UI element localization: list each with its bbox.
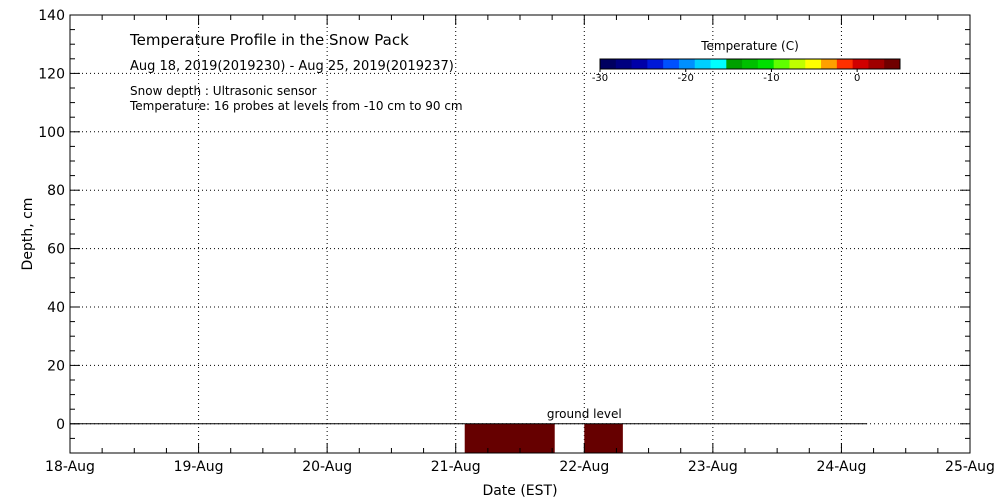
colorbar-cell [710, 59, 727, 69]
colorbar-cell [789, 59, 806, 69]
x-tick-label: 24-Aug [816, 459, 866, 475]
data-layer [464, 423, 623, 453]
colorbar-cell [852, 59, 869, 69]
colorbar-cell [663, 59, 680, 69]
colorbar-cell [615, 59, 633, 69]
colorbar-cell [868, 59, 885, 69]
colorbar-cell [631, 59, 648, 69]
colorbar-cell [884, 59, 901, 69]
x-tick-label: 22-Aug [559, 459, 609, 475]
colorbar-border [599, 58, 901, 70]
colorbar-cell [836, 59, 854, 69]
colorbar-cell [678, 59, 696, 69]
note-snow-depth: Snow depth : Ultrasonic sensor [130, 84, 317, 98]
colorbar-title: Temperature (C) [700, 39, 799, 53]
colorbar-cell [726, 59, 743, 69]
colorbar-cell [694, 59, 712, 69]
y-tick-label: 60 [47, 242, 65, 258]
y-tick-label: 40 [47, 300, 65, 316]
x-axis-title: Date (EST) [482, 483, 557, 499]
y-tick-label: 0 [56, 417, 65, 433]
chart-subtitle: Aug 18, 2019(2019230) - Aug 25, 2019(201… [130, 59, 454, 74]
x-tick-label: 21-Aug [431, 459, 481, 475]
colorbar-tick-label: -30 [592, 73, 608, 84]
grid-layer [70, 15, 970, 453]
colorbar-cell [600, 59, 617, 69]
y-tick-label: 20 [47, 358, 65, 374]
x-tick-label: 25-Aug [945, 459, 995, 475]
chart-title: Temperature Profile in the Snow Pack [129, 31, 409, 49]
temperature-block [464, 423, 555, 453]
colorbar-cells [599, 58, 901, 70]
colorbar-tick-label: -10 [763, 73, 779, 84]
y-axis-title: Depth, cm [20, 198, 36, 271]
y-tick-label: 80 [47, 183, 65, 199]
colorbar-cell [647, 59, 664, 69]
colorbar: Temperature (C) -30 -20 -10 0 [592, 39, 901, 84]
colorbar-tick-label: -20 [678, 73, 694, 84]
y-tick-label: 120 [38, 66, 65, 82]
colorbar-ticks: -30 -20 -10 0 [592, 69, 860, 84]
note-temperature: Temperature: 16 probes at levels from -1… [129, 99, 463, 113]
x-tick-label: 18-Aug [45, 459, 95, 475]
colorbar-cell [805, 59, 822, 69]
x-tick-label: 19-Aug [174, 459, 224, 475]
x-tick-label: 20-Aug [302, 459, 352, 475]
colorbar-tick-label: 0 [854, 73, 860, 84]
colorbar-cell [773, 59, 790, 69]
y-tick-label: 140 [38, 8, 65, 24]
x-tick-label: 23-Aug [688, 459, 738, 475]
ground-level-label: ground level [547, 407, 622, 421]
colorbar-cell [742, 59, 759, 69]
y-tick-label: 100 [38, 125, 65, 141]
axis-layer: 18-Aug 19-Aug 20-Aug 21-Aug 22-Aug 23-Aug 24-A… [38, 8, 995, 475]
plot-frame [69, 14, 971, 454]
temperature-block [584, 423, 623, 453]
colorbar-cell [821, 59, 838, 69]
colorbar-cell [757, 59, 775, 69]
